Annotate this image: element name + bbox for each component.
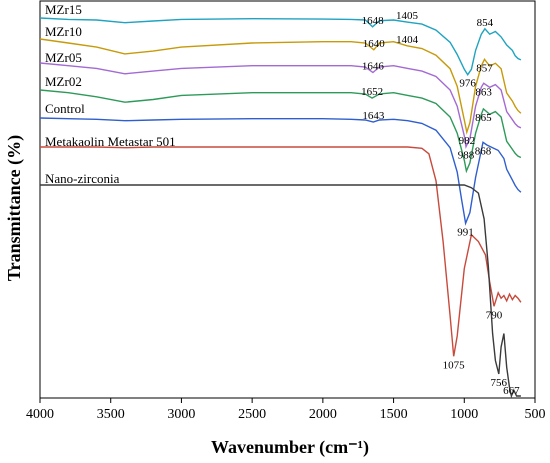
series-label: Metakaolin Metastar 501 — [45, 134, 176, 149]
x-tick-label: 500 — [525, 407, 546, 422]
series-label: MZr02 — [45, 74, 82, 89]
peak-label: 1404 — [396, 34, 419, 46]
x-tick-label: 1000 — [450, 407, 478, 422]
peak-label: 863 — [475, 86, 492, 98]
peak-label: 854 — [477, 17, 494, 29]
peak-label: 790 — [486, 309, 503, 321]
x-tick-label: 1500 — [380, 407, 408, 422]
series-line-metakaolin-metastar-501 — [40, 146, 522, 357]
series-line-nano-zirconia — [40, 184, 521, 399]
x-tick-label: 2500 — [238, 407, 266, 422]
peak-label: 1643 — [362, 110, 385, 122]
series-label: MZr15 — [45, 2, 82, 17]
x-tick-label: 3500 — [97, 407, 125, 422]
plot-frame — [39, 0, 536, 399]
peak-label: 976 — [459, 78, 476, 90]
peak-label: 1652 — [361, 86, 383, 98]
peak-label: 982 — [459, 135, 476, 147]
y-axis-title: Transmittance (%) — [4, 135, 25, 281]
peak-label: 865 — [475, 112, 492, 124]
peak-label: 667 — [503, 385, 520, 397]
peak-label: 1648 — [362, 15, 385, 27]
peak-label: 1640 — [363, 38, 386, 50]
series-line-mzr05 — [39, 62, 522, 150]
series-line-mzr15 — [39, 17, 522, 76]
peak-label: 868 — [475, 145, 492, 157]
peak-label: 1646 — [362, 60, 385, 72]
peak-label: 1075 — [443, 359, 466, 371]
series-label: MZr10 — [45, 24, 82, 39]
series-line-control — [39, 117, 522, 226]
series-labels: MZr15 MZr10 MZr05 MZr02 Control Metakaolin Me… — [45, 2, 176, 186]
peak-labels: 1648 1405 976 854 1640 1404 982 857 1646 988 863 16… — [361, 10, 520, 397]
x-tick-label: 4000 — [26, 407, 54, 422]
x-axis-title: Wavenumber (cm⁻¹) — [211, 437, 369, 458]
series-label: MZr05 — [45, 50, 82, 65]
series-label: Nano-zirconia — [45, 171, 120, 186]
peak-label: 857 — [476, 62, 493, 74]
x-tick-label: 2000 — [309, 407, 337, 422]
x-tick-label: 3000 — [167, 407, 195, 422]
peak-label: 756 — [491, 377, 508, 389]
peak-label: 988 — [458, 150, 475, 162]
series-label: Control — [45, 101, 85, 116]
x-axis-ticks: 4000 3500 3000 2500 2000 1500 1000 500 — [26, 398, 546, 422]
peak-label: 991 — [457, 226, 474, 238]
series-line-mzr10 — [39, 38, 522, 135]
peak-label: 1405 — [396, 10, 419, 22]
series-line-mzr02 — [39, 89, 522, 174]
series-lines — [39, 17, 522, 399]
